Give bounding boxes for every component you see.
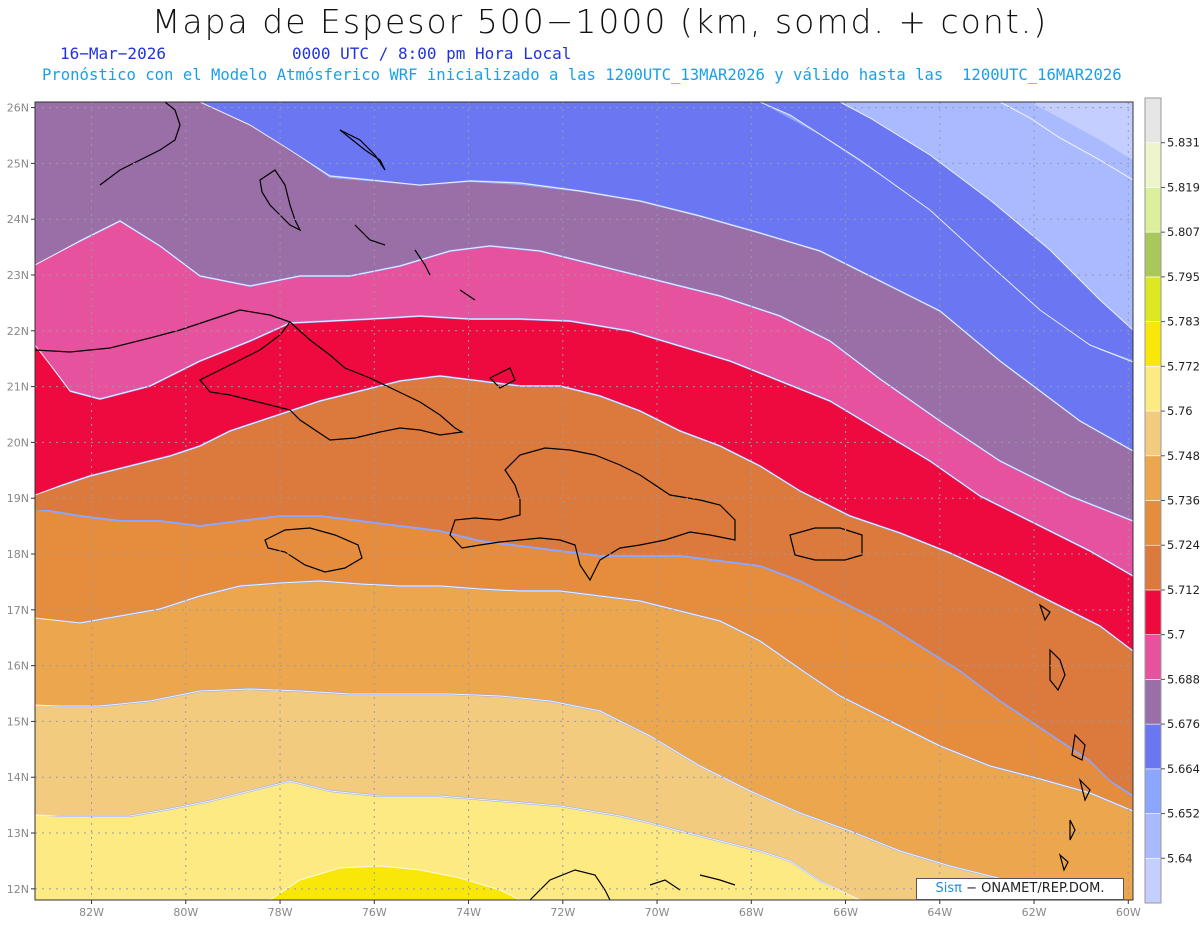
legend-level-label: 5.819 — [1167, 180, 1200, 194]
legend-level-label: 5.748 — [1167, 449, 1200, 463]
band-5712 — [35, 377, 1133, 795]
legend-level-label: 5.676 — [1167, 717, 1200, 731]
lat-tick-label: 17N — [7, 604, 29, 617]
legend-level-label: 5.795 — [1167, 270, 1200, 284]
lon-tick-label: 76W — [362, 906, 387, 919]
valid-time: 0000 UTC / 8:00 pm Hora Local — [292, 44, 572, 63]
cuba-coastline — [199, 321, 464, 441]
lat-tick-label: 22N — [7, 325, 29, 338]
legend-level-label: 5.76 — [1167, 404, 1193, 418]
color-legend: 5.64 5.652 5.664 5.676 5.688 5.7 5.712 5.724 5.7… — [1144, 97, 1200, 904]
band-5700 — [35, 317, 1133, 650]
legend-level-label: 5.7 — [1167, 628, 1185, 642]
credit-text: − ONAMET/REP.DOM. — [961, 881, 1105, 896]
lon-tick-label: 72W — [550, 906, 575, 919]
legend-swatch — [1144, 410, 1162, 457]
lon-tick-label: 74W — [456, 906, 481, 919]
lat-tick-label: 18N — [7, 548, 29, 561]
legend-swatch — [1144, 455, 1162, 501]
lat-tick-label: 19N — [7, 492, 29, 505]
lat-tick-label: 13N — [7, 827, 29, 840]
band-5748 — [35, 690, 1060, 900]
lon-tick-label: 66W — [833, 906, 858, 919]
legend-swatch — [1144, 366, 1162, 412]
band-5760 — [35, 782, 860, 900]
legend-swatch — [1144, 500, 1162, 546]
lon-tick-label: 64W — [927, 906, 952, 919]
legend-swatch — [1144, 276, 1162, 322]
florida-keys-coastline — [99, 102, 181, 186]
legend-level-label: 5.831 — [1167, 136, 1200, 150]
hispaniola-coastline — [449, 447, 736, 582]
band-5688 — [35, 222, 1133, 575]
band-5676 — [35, 102, 1133, 520]
longitude-axis: 82W 80W 78W 76W 74W 72W 70W 68W 66W 64W 62W 60W — [79, 900, 1141, 919]
legend-swatch — [1144, 97, 1162, 144]
bahamas-coastline — [259, 169, 302, 232]
lat-tick-label: 12N — [7, 883, 29, 896]
lon-tick-label: 82W — [79, 906, 104, 919]
legend-swatch — [1144, 231, 1162, 278]
legend-level-label: 5.652 — [1167, 807, 1200, 821]
legend-level-label: 5.688 — [1167, 672, 1200, 686]
lon-tick-label: 80W — [173, 906, 198, 919]
lon-tick-label: 60W — [1116, 906, 1141, 919]
lat-tick-label: 16N — [7, 660, 29, 673]
legend-level-label: 5.664 — [1167, 762, 1200, 776]
band-5772 — [270, 866, 520, 900]
legend-swatch — [1144, 187, 1162, 233]
legend-swatch — [1144, 857, 1162, 904]
map-frame — [34, 101, 1134, 901]
lon-tick-label: 62W — [1022, 906, 1047, 919]
bahamas-coastline-2 — [339, 129, 386, 171]
graticule — [35, 102, 1133, 900]
legend-level-label: 5.736 — [1167, 494, 1200, 508]
valid-date: 16−Mar−2026 — [60, 44, 166, 63]
lat-tick-label: 23N — [7, 269, 29, 282]
lat-tick-label: 15N — [7, 715, 29, 728]
lon-tick-label: 70W — [645, 906, 670, 919]
lon-tick-label: 68W — [739, 906, 764, 919]
lat-tick-label: 24N — [7, 213, 29, 226]
legend-swatch — [1144, 321, 1162, 367]
legend-level-label: 5.772 — [1167, 359, 1200, 373]
legend-swatch — [1144, 544, 1162, 591]
legend-level-label: 5.712 — [1167, 583, 1200, 597]
jamaica-coastline — [264, 527, 363, 573]
contour-fields — [35, 102, 1133, 900]
lat-tick-label: 14N — [7, 771, 29, 784]
legend-level-label: 5.807 — [1167, 225, 1200, 239]
legend-level-label: 5.64 — [1167, 851, 1193, 865]
legend-swatch — [1144, 679, 1162, 725]
coastlines — [35, 102, 1091, 900]
map-title: Mapa de Espesor 500−1000 (km, somd. + co… — [151, 2, 1049, 41]
legend-swatch — [1144, 723, 1162, 770]
legend-swatch — [1144, 634, 1162, 680]
band-5736 — [35, 582, 1133, 900]
lon-tick-label: 78W — [268, 906, 293, 919]
legend-level-label: 5.783 — [1167, 315, 1200, 329]
south-america-coastline — [529, 869, 736, 900]
lat-tick-label: 26N — [7, 102, 29, 115]
legend-swatch — [1144, 813, 1162, 859]
latitude-axis: 12N 13N 14N 15N 16N 17N 18N 19N 20N 21N 22N 23N 24N 2… — [7, 102, 35, 896]
lat-tick-label: 21N — [7, 381, 29, 394]
cuba-west-coastline — [35, 309, 291, 353]
contour-lines — [35, 102, 1133, 900]
puerto-rico-coastline — [789, 527, 863, 561]
band-5640b — [1000, 102, 1133, 160]
lesser-antilles-coastline — [1038, 603, 1091, 872]
forecast-info: Pronóstico con el Modelo Atmósferico WRF… — [42, 66, 1122, 84]
legend-swatch — [1144, 142, 1162, 188]
band-5640 — [760, 102, 1133, 330]
legend-level-label: 5.724 — [1167, 538, 1200, 552]
credit-box: Sisπ − ONAMET/REP.DOM. — [916, 878, 1124, 900]
lat-tick-label: 25N — [7, 157, 29, 170]
lat-tick-label: 20N — [7, 436, 29, 449]
credit-brand: Sisπ — [935, 881, 962, 896]
legend-swatch — [1144, 768, 1162, 814]
legend-swatch — [1144, 589, 1162, 635]
